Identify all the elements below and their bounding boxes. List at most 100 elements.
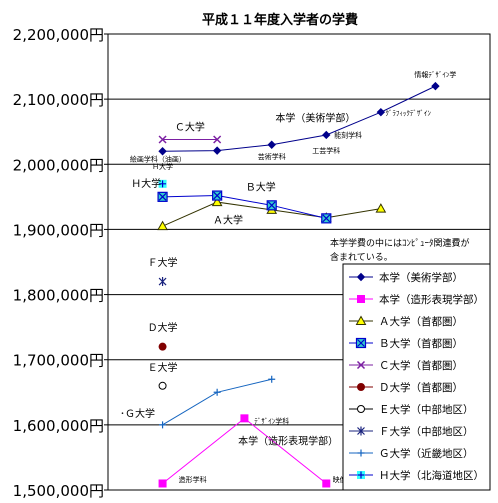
triangle-marker [157,220,168,231]
legend-label: Ｅ大学（中部地区） [379,403,474,416]
data-point [158,147,167,156]
annotation-label: Ｈ大学 [131,177,161,190]
diamond-marker [356,272,366,282]
data-point [212,190,223,201]
diamond-marker [212,146,222,155]
legend-label: 本学（美術学部） [379,271,463,284]
diamond-marker [431,81,440,91]
series-7 [158,277,167,287]
open-circle-marker [158,381,167,390]
open-circle-marker [357,405,365,413]
legend-item: Ｃ大学（首都圏） [349,359,463,372]
annotation-label: Ｈ大学 [152,162,173,171]
annotation-label: 本学（造形表現学部） [238,434,338,447]
square-marker [322,479,331,488]
annotation-label: 造形学科 [179,475,207,484]
series-line [162,85,436,152]
data-point [240,414,249,423]
star-marker [357,426,365,436]
annotation-label: 情報ﾃﾞｻﾞｲﾝ学 [414,70,456,79]
legend-label: Ｇ大学（近畿地区） [379,447,474,460]
square-x-cross [158,192,167,201]
legend-item: Ｅ大学（中部地区） [349,403,474,416]
y-tick-label: 2,000,000円 [13,156,104,174]
legend-label: Ｆ大学（中部地区） [379,425,474,438]
y-tick-label: 1,600,000円 [13,417,104,435]
diamond-marker [267,140,276,149]
note-text: 含まれている。 [330,251,393,263]
y-tick-label: 2,200,000円 [13,26,104,44]
data-point [157,220,168,231]
data-point [266,200,277,211]
legend-box [342,263,491,491]
annotation-label: 工芸学科 [312,146,340,155]
legend-label: Ｃ大学（首都圏） [379,359,463,372]
plus-marker [213,388,221,396]
series-5 [158,342,167,351]
legend-label: Ｂ大学（首都圏） [379,337,463,350]
legend-item: Ｂ大学（首都圏） [349,337,463,350]
cross-box-cross [159,180,167,188]
series-1 [158,414,331,488]
triangle-marker [211,196,223,207]
legend-item: 本学（美術学部） [349,271,463,284]
chart-title: 平成１１年度入学者の学費 [202,12,358,28]
legend-label: Ｄ大学（首都圏） [379,381,463,394]
data-point [212,146,222,155]
legend-item: Ｆ大学（中部地区） [349,425,474,438]
legend-item: Ｈ大学（北海道地区） [349,469,484,482]
annotation-label: ﾃﾞｻﾞｲﾝ学科 [254,417,289,426]
note-text: 本学学費の中にはｺﾝﾋﾟｭｰﾀ関連費が [330,237,470,249]
series-4 [158,135,222,144]
legend-item: Ａ大学（首都圏） [349,315,463,328]
data-point [322,479,331,488]
series-0 [158,81,440,156]
square-x-cross [213,191,222,200]
y-tick-label: 1,800,000円 [13,287,104,305]
data-point [431,81,440,91]
data-point [211,196,223,207]
annotation-label: Ａ大学 [213,214,243,227]
data-point [158,479,167,488]
data-point [322,130,331,140]
triangle-marker [355,315,367,325]
annotation-label: Ｄ大学 [148,321,178,334]
data-point [158,277,167,287]
legend-label: 本学（造形表現学部） [379,293,484,306]
x-marker [158,135,167,144]
data-point [159,421,167,429]
series-3 [157,190,332,224]
diamond-marker [376,107,386,117]
data-point [213,388,221,396]
series-line [162,195,327,219]
annotation-label: Ｆ大学 [148,256,178,269]
data-point [158,179,167,188]
annotation-label: Ｅ大学 [148,361,178,374]
square-marker [357,295,365,303]
plus-marker [357,449,365,457]
triangle-marker [375,203,387,213]
circle-marker [158,342,167,351]
square-marker [240,414,249,423]
y-tick-label: 1,500,000円 [13,482,104,499]
plus-marker [268,375,276,383]
square-marker [158,479,167,488]
series-9 [158,179,167,188]
data-point [267,140,276,149]
annotation-label: ｸﾞﾗﾌｨｯｸﾃﾞｻﾞｲﾝ [385,109,431,117]
legend-label: Ａ大学（首都圏） [379,315,463,328]
data-point [375,203,387,213]
data-point [158,135,167,144]
annotation-label: Ｂ大学 [246,180,276,193]
annotation-label: 能刻学科 [334,131,362,140]
cross-box-cross [357,471,365,479]
data-point [158,381,167,390]
annotation-label: 本学（美術学部） [275,111,355,124]
square-x-cross [322,214,331,223]
data-point [158,342,167,351]
annotation-label: 絵画学科（油画） [130,155,186,164]
data-point [321,213,332,224]
legend-item: Ｇ大学（近畿地区） [349,447,474,460]
annotation-label: Ｃ大学 [175,120,205,133]
